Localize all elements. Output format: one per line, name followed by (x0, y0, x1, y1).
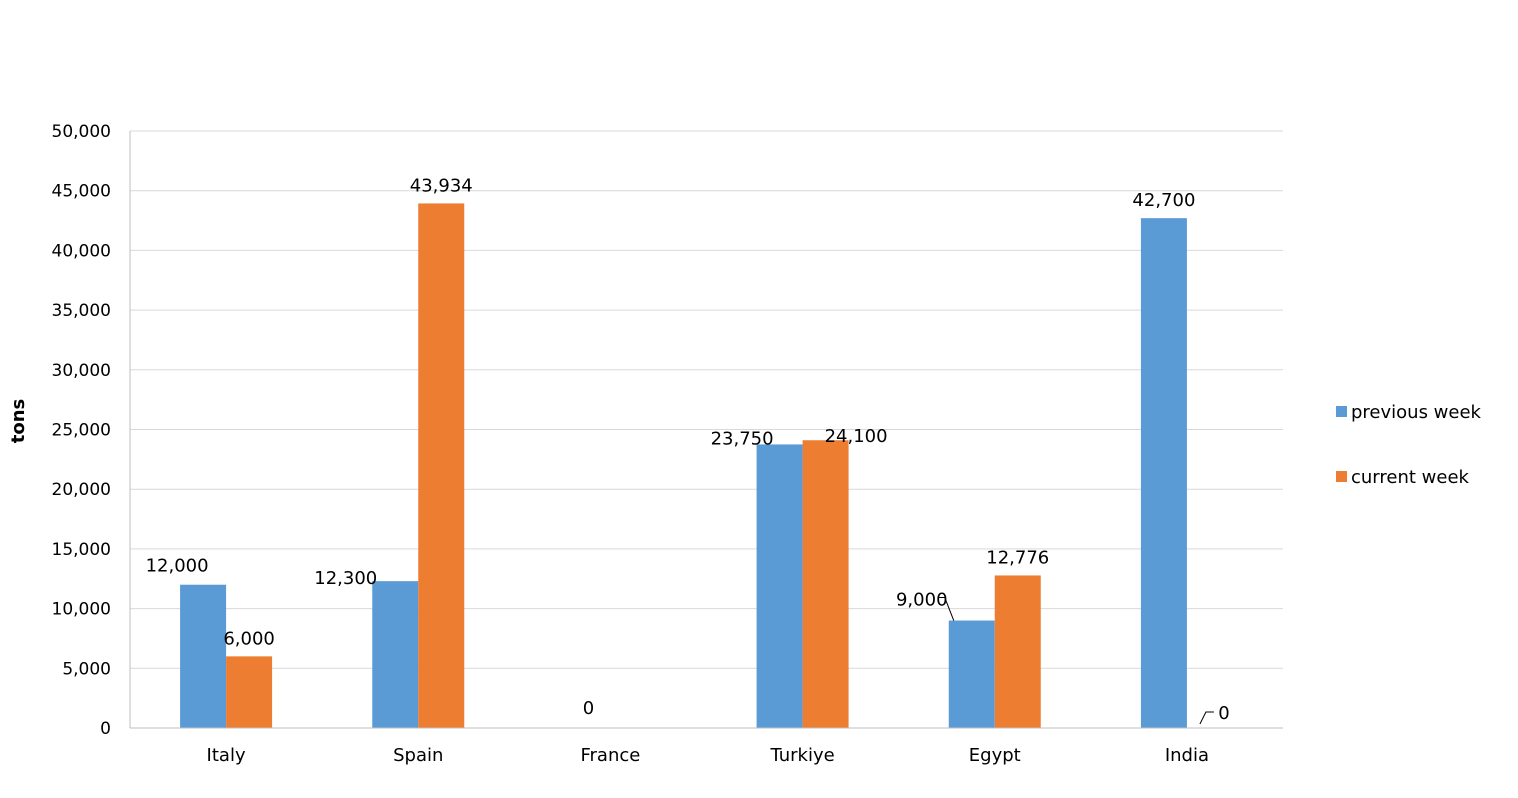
data-label: 23,750 (711, 428, 774, 449)
data-label: 9,000 (896, 590, 948, 611)
bar (948, 620, 995, 728)
x-category-label: India (1165, 745, 1209, 766)
data-label: 12,776 (986, 547, 1049, 568)
data-label: 0 (583, 698, 594, 719)
legend-swatch (1336, 471, 1347, 482)
y-tick-label: 50,000 (52, 122, 111, 142)
bar (1140, 218, 1187, 729)
bars (180, 203, 1187, 729)
bar (226, 656, 273, 728)
legend: previous week current week (1336, 402, 1482, 488)
bar (372, 581, 419, 728)
data-label: 24,100 (825, 426, 888, 447)
y-tick-label: 45,000 (52, 182, 111, 202)
legend-label: previous week (1351, 402, 1482, 423)
data-labels: 12,000 12,300 23,750 9,000 42,700 6,000 43,934… (146, 175, 1230, 725)
x-category-label: Spain (393, 745, 443, 766)
leader-line (938, 597, 955, 621)
legend-label: current week (1351, 467, 1470, 488)
x-category-label: Turkiye (769, 745, 834, 766)
y-tick-label: 0 (100, 719, 111, 739)
gridlines (130, 130, 1283, 669)
bar (994, 575, 1041, 728)
y-tick-label: 15,000 (52, 540, 111, 560)
y-axis-title: tons (8, 399, 29, 444)
y-tick-label: 10,000 (52, 600, 111, 620)
y-tick-label: 30,000 (52, 361, 111, 381)
legend-swatch (1336, 406, 1347, 417)
data-label: 12,000 (146, 556, 209, 577)
data-label: 0 (1218, 703, 1229, 724)
x-category-label: France (580, 745, 640, 766)
x-category-label: Egypt (969, 745, 1021, 766)
data-label: 42,700 (1132, 190, 1195, 211)
bar (756, 444, 803, 728)
y-axis-ticks: 0 5,000 10,000 15,000 20,000 25,000 30,000 35,0… (52, 122, 111, 739)
leader-line (1199, 711, 1214, 725)
bar (418, 203, 465, 728)
data-label: 43,934 (410, 175, 473, 196)
bar (802, 440, 849, 728)
y-tick-label: 20,000 (52, 480, 111, 500)
y-tick-label: 5,000 (62, 659, 111, 679)
data-label: 12,300 (314, 568, 377, 589)
x-axis-categories: Italy Spain France Turkiye Egypt India (207, 745, 1209, 766)
y-tick-label: 35,000 (52, 301, 111, 321)
bar (180, 584, 227, 728)
x-category-label: Italy (207, 745, 246, 766)
y-tick-label: 25,000 (52, 421, 111, 441)
data-label: 6,000 (223, 628, 275, 649)
y-tick-label: 40,000 (52, 241, 111, 261)
